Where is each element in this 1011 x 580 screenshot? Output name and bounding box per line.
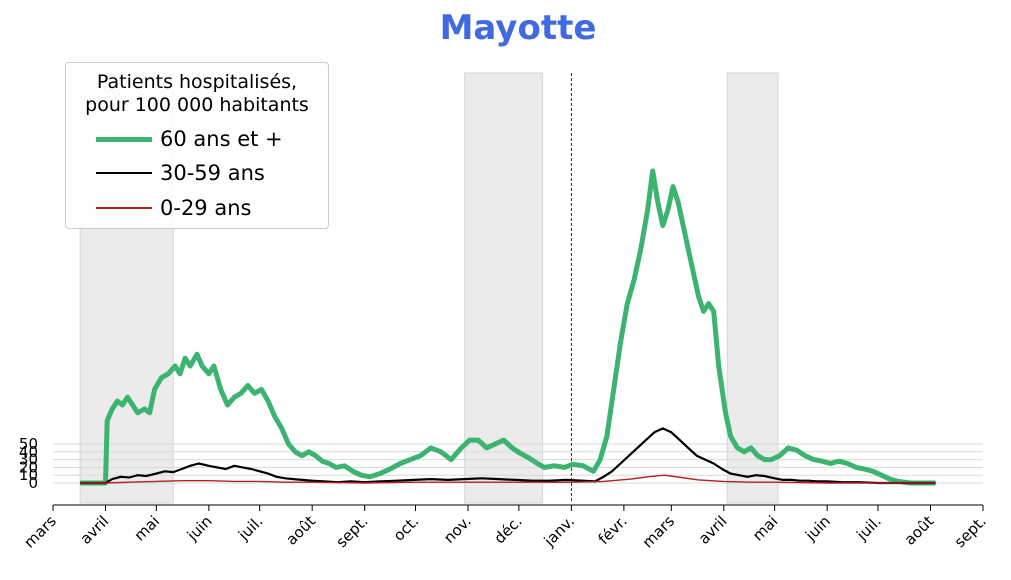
- x-tick-label-17: juil.: [852, 512, 884, 544]
- x-axis: mars avril mai juin juil. août sept. oct. nov. dé…: [20, 504, 990, 552]
- x-tick-label-8: oct.: [390, 512, 423, 545]
- x-tick-label-19: sept.: [951, 512, 990, 551]
- x-tick-label-1: mars: [20, 512, 60, 552]
- series-lines: [80, 168, 936, 486]
- legend-label-30-59: 30-59 ans: [160, 161, 265, 185]
- y-tick-label-50: 50: [19, 435, 38, 453]
- x-tick-label-16: juin: [801, 512, 834, 545]
- x-tick-label-7: sept.: [332, 512, 371, 551]
- legend-label-60-plus: 60 ans et +: [160, 127, 283, 151]
- legend-item-0-29: 0-29 ans: [96, 193, 251, 223]
- x-tick-label-18: août: [901, 512, 938, 549]
- x-tick-label-4: juin: [183, 512, 216, 545]
- x-tick-label-6: août: [282, 512, 319, 549]
- legend: Patients hospitalisés, pour 100 000 habi…: [65, 62, 329, 229]
- y-tick-label-10: 10: [19, 466, 38, 484]
- x-tick-label-3: mai: [131, 512, 164, 545]
- legend-label-0-29: 0-29 ans: [160, 196, 252, 220]
- x-tick-label-13: mars: [639, 512, 679, 552]
- series-line-2: [80, 427, 936, 485]
- x-tick-label-11: janv.: [540, 512, 578, 550]
- legend-title-line-1: Patients hospitalisés,: [96, 71, 298, 93]
- legend-title: Patients hospitalisés, pour 100 000 habi…: [66, 71, 328, 117]
- x-tick-label-15: mai: [749, 512, 782, 545]
- legend-swatch-0-29: [96, 207, 152, 209]
- series-line-3: [80, 474, 936, 484]
- series-line-1: [80, 168, 936, 486]
- x-tick-label-9: nov.: [440, 512, 475, 547]
- legend-swatch-30-59: [96, 171, 152, 175]
- x-tick-label-14: avril: [695, 512, 731, 548]
- y-tick-label-40: 40: [19, 443, 38, 461]
- x-tick-label-2: avril: [77, 512, 113, 548]
- y-tick-label-20: 20: [19, 458, 38, 476]
- x-tick-label-10: déc.: [490, 512, 525, 547]
- chart-title: Mayotte: [439, 8, 597, 48]
- shaded-period-3: [726, 72, 779, 504]
- legend-title-line-2: pour 100 000 habitants: [85, 94, 309, 116]
- x-tick-label-5: juil.: [234, 512, 266, 544]
- x-tick-label-12: févr.: [595, 512, 631, 548]
- y-tick-label-30: 30: [19, 451, 38, 469]
- legend-item-30-59: 30-59 ans: [96, 158, 265, 188]
- legend-swatch-60-plus: [96, 136, 152, 142]
- shaded-period-2: [464, 72, 544, 504]
- y-tick-label-0: 0: [28, 474, 38, 492]
- legend-item-60-plus: 60 ans et +: [96, 124, 283, 154]
